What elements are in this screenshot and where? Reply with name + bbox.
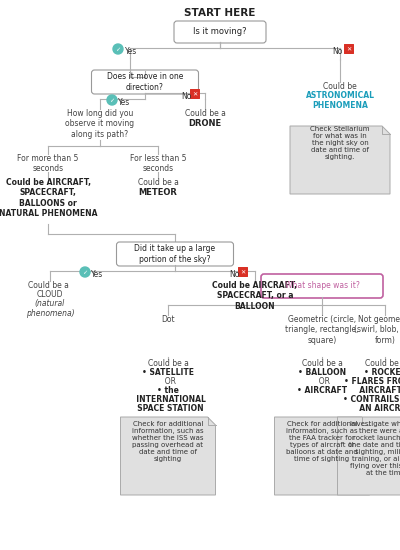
Text: OR: OR <box>314 377 330 386</box>
FancyBboxPatch shape <box>174 21 266 43</box>
Text: Investigate whether
there were any
rocket launches at
the date and time of
sight: Investigate whether there were any rocke… <box>349 421 400 476</box>
Text: What shape was it?: What shape was it? <box>284 282 360 290</box>
Text: ✓: ✓ <box>82 270 88 275</box>
Circle shape <box>80 267 90 277</box>
Text: How long did you
observe it moving
along its path?: How long did you observe it moving along… <box>66 109 134 139</box>
Text: • BALLOON: • BALLOON <box>298 368 346 377</box>
Text: ✕: ✕ <box>240 270 246 275</box>
Text: AIRCRAFT OR: AIRCRAFT OR <box>354 386 400 395</box>
Text: • ROCKET: • ROCKET <box>364 368 400 377</box>
Text: Did it take up a large
portion of the sky?: Did it take up a large portion of the sk… <box>134 244 216 263</box>
Text: • the: • the <box>157 386 179 395</box>
Text: INTERNATIONAL: INTERNATIONAL <box>130 395 206 404</box>
Text: ✕: ✕ <box>192 92 198 97</box>
Text: No: No <box>333 47 343 56</box>
FancyBboxPatch shape <box>238 267 248 277</box>
Text: For more than 5
seconds: For more than 5 seconds <box>17 154 79 173</box>
FancyBboxPatch shape <box>116 242 234 266</box>
Text: Dot: Dot <box>161 315 175 324</box>
Text: Could be a: Could be a <box>302 359 342 368</box>
Text: Check for additional
information, such as
whether the ISS was
passing overhead a: Check for additional information, such a… <box>132 421 204 462</box>
Text: AN AIRCRAFT: AN AIRCRAFT <box>354 404 400 413</box>
FancyBboxPatch shape <box>190 89 200 99</box>
Text: Not geometric
(swirl, blob, free
form): Not geometric (swirl, blob, free form) <box>354 315 400 345</box>
Text: Could be a: Could be a <box>138 178 178 187</box>
Text: Could be: Could be <box>323 82 357 91</box>
Text: ✓: ✓ <box>109 98 115 103</box>
Text: Yes: Yes <box>125 47 137 56</box>
Text: Could be AIRCRAFT,
SPACECRAFT, or a
BALLOON: Could be AIRCRAFT, SPACECRAFT, or a BALL… <box>212 281 298 311</box>
Text: ASTRONOMICAL
PHENOMENA: ASTRONOMICAL PHENOMENA <box>306 91 374 111</box>
Text: CLOUD: CLOUD <box>37 290 63 299</box>
Text: Does it move in one
direction?: Does it move in one direction? <box>107 72 183 92</box>
Text: SPACE STATION: SPACE STATION <box>132 404 204 413</box>
Text: Geometric (circle,
triangle, rectangle,
square): Geometric (circle, triangle, rectangle, … <box>285 315 359 345</box>
Text: ✕: ✕ <box>346 47 352 52</box>
FancyBboxPatch shape <box>344 44 354 54</box>
Circle shape <box>107 95 117 105</box>
Text: Yes: Yes <box>91 270 103 279</box>
FancyBboxPatch shape <box>92 70 198 94</box>
Text: Could be a: Could be a <box>364 359 400 368</box>
Text: No: No <box>230 270 240 279</box>
Text: ✓: ✓ <box>115 47 121 52</box>
Text: Check for additional
information, such as
the FAA tracker for
types of aircraft : Check for additional information, such a… <box>286 421 358 462</box>
Text: Is it moving?: Is it moving? <box>193 28 247 36</box>
Text: Check Stellarium
for what was in
the night sky on
date and time of
sighting.: Check Stellarium for what was in the nig… <box>310 126 370 160</box>
Polygon shape <box>274 417 370 495</box>
Text: • CONTRAILS FROM: • CONTRAILS FROM <box>343 395 400 404</box>
Text: • FLARES FROM AN: • FLARES FROM AN <box>344 377 400 386</box>
Polygon shape <box>120 417 216 495</box>
Text: No: No <box>182 92 192 101</box>
Polygon shape <box>338 417 400 495</box>
Text: (natural
phenomena): (natural phenomena) <box>26 299 74 318</box>
Text: • SATELLITE: • SATELLITE <box>142 368 194 377</box>
Text: Could be AIRCRAFT,
SPACECRAFT,
BALLOONS or
NATURAL PHENOMENA: Could be AIRCRAFT, SPACECRAFT, BALLOONS … <box>0 178 97 218</box>
Text: Could be a: Could be a <box>148 359 188 368</box>
Text: METEOR: METEOR <box>138 188 178 197</box>
Text: START HERE: START HERE <box>184 8 256 18</box>
Text: DRONE: DRONE <box>188 119 222 128</box>
Circle shape <box>113 44 123 54</box>
Text: • AIRCRAFT: • AIRCRAFT <box>297 386 347 395</box>
Text: Could be a: Could be a <box>28 281 72 290</box>
Text: Yes: Yes <box>118 98 130 107</box>
Text: OR: OR <box>160 377 176 386</box>
Text: Could be a: Could be a <box>184 109 226 118</box>
Text: For less than 5
seconds: For less than 5 seconds <box>130 154 186 173</box>
Polygon shape <box>290 126 390 194</box>
FancyBboxPatch shape <box>261 274 383 298</box>
